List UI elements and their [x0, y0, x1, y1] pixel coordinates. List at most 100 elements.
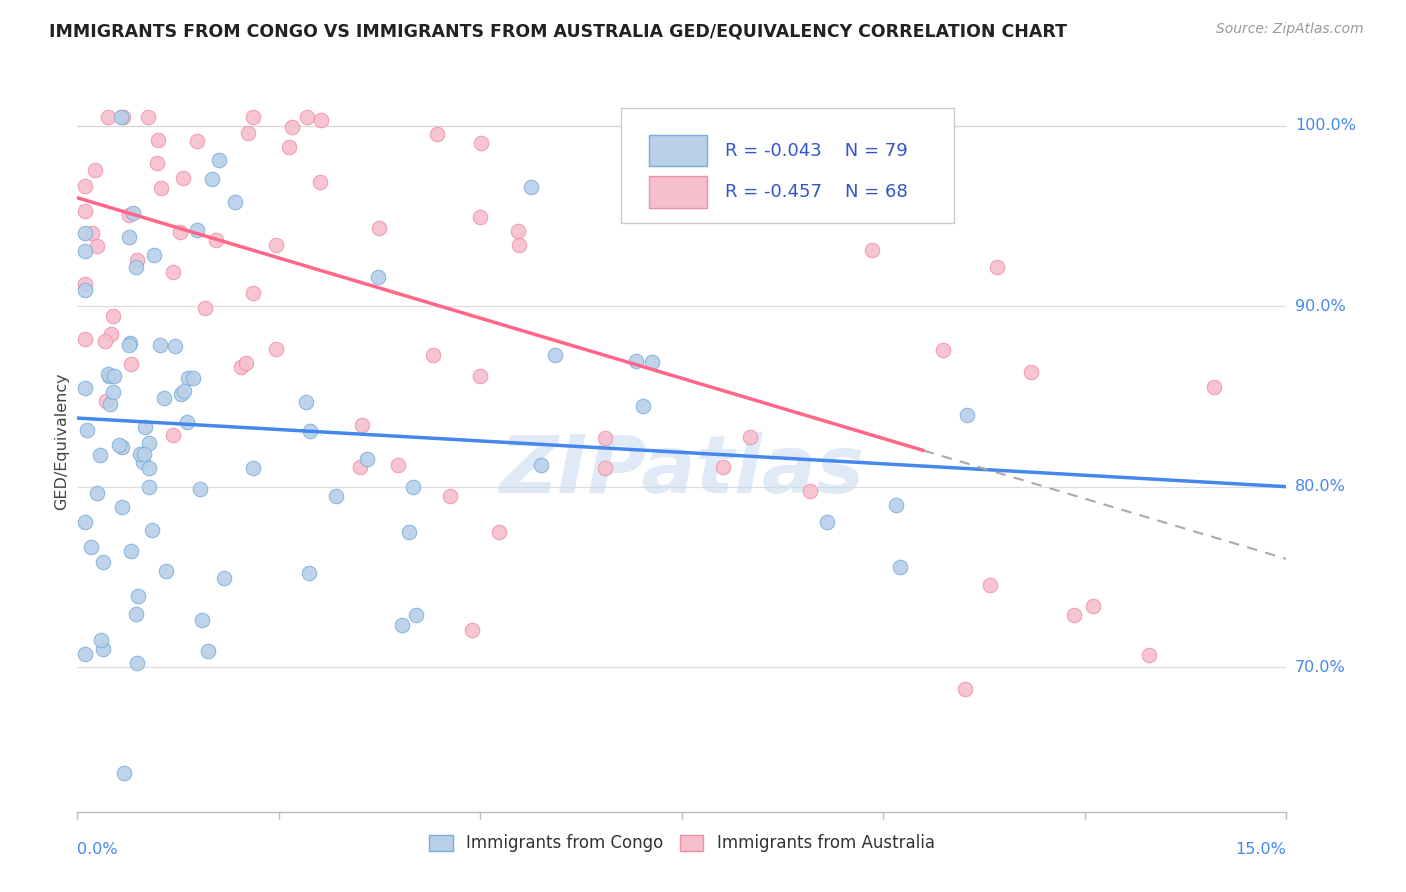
Point: [155, 564, 177, 578]
Point: [172, 171, 194, 186]
Y-axis label: GED/Equivalency: GED/Equivalency: [53, 373, 69, 510]
Point: [308, 175, 330, 189]
Point: [530, 458, 553, 472]
Point: [120, 544, 142, 558]
Point: [281, 120, 304, 135]
Point: [103, 309, 125, 323]
Point: [264, 238, 287, 252]
Point: [145, 156, 167, 170]
Text: ZIPatlas: ZIPatlas: [499, 432, 865, 510]
Point: [173, 384, 195, 399]
Point: [398, 525, 420, 540]
Point: [138, 480, 160, 494]
Point: [98, 397, 121, 411]
Point: [134, 447, 156, 461]
Point: [143, 248, 166, 262]
Point: [231, 359, 253, 374]
Point: [129, 447, 152, 461]
Point: [1081, 599, 1104, 614]
Point: [889, 559, 911, 574]
Point: [75, 515, 97, 529]
Point: [163, 339, 186, 353]
Point: [298, 425, 321, 439]
Point: [508, 223, 530, 237]
Point: [325, 490, 347, 504]
Point: [799, 484, 821, 499]
Point: [391, 618, 413, 632]
Point: [422, 348, 444, 362]
Point: [94, 393, 117, 408]
Point: [93, 334, 115, 348]
Point: [75, 204, 97, 219]
FancyBboxPatch shape: [621, 109, 955, 223]
Point: [236, 126, 259, 140]
Point: [75, 227, 97, 241]
Point: [641, 355, 664, 369]
Point: [148, 338, 170, 352]
Text: 15.0%: 15.0%: [1236, 842, 1286, 857]
Point: [738, 430, 761, 444]
Point: [242, 110, 264, 124]
Point: [470, 210, 492, 224]
Point: [405, 608, 427, 623]
Point: [134, 419, 156, 434]
Point: [138, 461, 160, 475]
Point: [124, 607, 146, 621]
Point: [75, 277, 97, 292]
Point: [118, 338, 141, 352]
Point: [91, 641, 114, 656]
Point: [176, 416, 198, 430]
Point: [368, 221, 391, 235]
Point: [208, 153, 231, 167]
Point: [862, 244, 884, 258]
Point: [350, 418, 373, 433]
Point: [212, 571, 235, 585]
Point: [986, 260, 1008, 274]
Point: [110, 110, 132, 124]
Text: 0.0%: 0.0%: [77, 842, 118, 857]
Point: [80, 540, 103, 554]
Point: [190, 613, 212, 627]
Point: [162, 265, 184, 279]
Point: [90, 632, 112, 647]
Point: [188, 482, 211, 496]
FancyBboxPatch shape: [650, 135, 707, 166]
Point: [112, 110, 135, 124]
Point: [439, 489, 461, 503]
Point: [1139, 648, 1161, 662]
Point: [461, 623, 484, 637]
Point: [519, 179, 541, 194]
Point: [153, 391, 176, 405]
Point: [124, 260, 146, 275]
Point: [295, 395, 318, 409]
Point: [356, 452, 378, 467]
Point: [122, 206, 145, 220]
Point: [197, 644, 219, 658]
Point: [97, 368, 120, 382]
Point: [75, 332, 97, 346]
Text: Source: ZipAtlas.com: Source: ZipAtlas.com: [1216, 22, 1364, 37]
Point: [170, 387, 193, 401]
Point: [112, 766, 135, 780]
Text: 100.0%: 100.0%: [1295, 118, 1355, 133]
Point: [76, 423, 98, 437]
Point: [242, 460, 264, 475]
Point: [118, 229, 141, 244]
Point: [120, 357, 142, 371]
Point: [75, 647, 97, 661]
Point: [127, 253, 149, 268]
Point: [86, 238, 108, 252]
Point: [932, 343, 955, 357]
Point: [1063, 607, 1085, 622]
Point: [593, 431, 616, 445]
Point: [235, 356, 257, 370]
Legend: Immigrants from Congo, Immigrants from Australia: Immigrants from Congo, Immigrants from A…: [423, 828, 941, 859]
Point: [426, 127, 449, 141]
Point: [111, 440, 134, 454]
Point: [138, 436, 160, 450]
Point: [75, 244, 97, 258]
Point: [224, 195, 246, 210]
Point: [186, 135, 208, 149]
Point: [402, 480, 425, 494]
Point: [89, 448, 111, 462]
